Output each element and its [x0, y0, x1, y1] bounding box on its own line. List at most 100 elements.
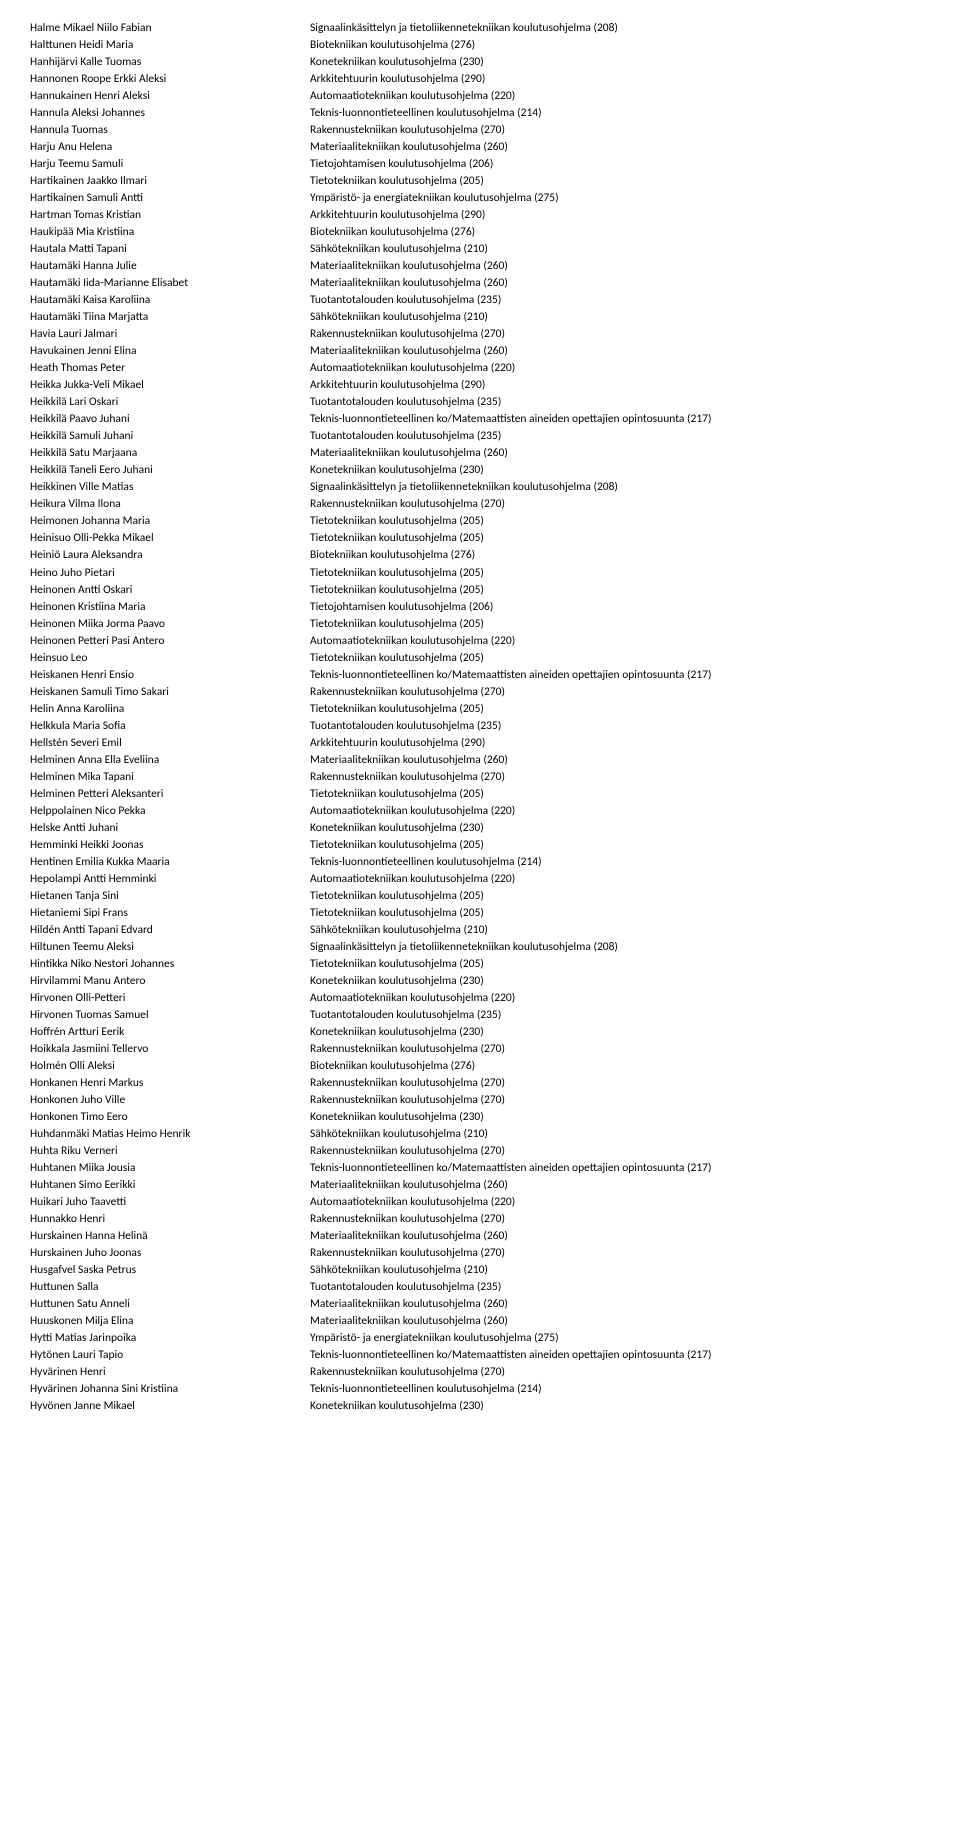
list-row: Hyvönen Janne MikaelKonetekniikan koulut…: [30, 1398, 930, 1415]
student-name: Holmén Olli Aleksi: [30, 1058, 310, 1075]
programme-name: Materiaalitekniikan koulutusohjelma (260…: [310, 258, 930, 275]
student-name: Harju Anu Helena: [30, 139, 310, 156]
programme-name: Tuotantotalouden koulutusohjelma (235): [310, 394, 930, 411]
list-row: Hannukainen Henri AleksiAutomaatioteknii…: [30, 88, 930, 105]
programme-name: Materiaalitekniikan koulutusohjelma (260…: [310, 275, 930, 292]
programme-name: Konetekniikan koulutusohjelma (230): [310, 462, 930, 479]
programme-name: Tietotekniikan koulutusohjelma (205): [310, 956, 930, 973]
student-name: Hannula Tuomas: [30, 122, 310, 139]
list-row: Heikkilä Samuli JuhaniTuotantotalouden k…: [30, 428, 930, 445]
list-row: Helske Antti JuhaniKonetekniikan koulutu…: [30, 820, 930, 837]
programme-name: Materiaalitekniikan koulutusohjelma (260…: [310, 1296, 930, 1313]
list-row: Holmén Olli AleksiBiotekniikan koulutuso…: [30, 1058, 930, 1075]
list-row: Hartman Tomas KristianArkkitehtuurin kou…: [30, 207, 930, 224]
student-name: Halme Mikael Niilo Fabian: [30, 20, 310, 37]
student-name: Hirvilammi Manu Antero: [30, 973, 310, 990]
student-name: Hepolampi Antti Hemminki: [30, 871, 310, 888]
programme-name: Rakennustekniikan koulutusohjelma (270): [310, 1211, 930, 1228]
list-row: Huuskonen Milja ElinaMateriaalitekniikan…: [30, 1313, 930, 1330]
programme-name: Sähkötekniikan koulutusohjelma (210): [310, 1262, 930, 1279]
list-row: Hautamäki Iida-Marianne ElisabetMateriaa…: [30, 275, 930, 292]
programme-name: Arkkitehtuurin koulutusohjelma (290): [310, 71, 930, 88]
student-name: Hunnakko Henri: [30, 1211, 310, 1228]
list-row: Huikari Juho TaavettiAutomaatiotekniikan…: [30, 1194, 930, 1211]
programme-name: Konetekniikan koulutusohjelma (230): [310, 973, 930, 990]
student-name: Huuskonen Milja Elina: [30, 1313, 310, 1330]
student-name: Heikkilä Taneli Eero Juhani: [30, 462, 310, 479]
programme-name: Tietotekniikan koulutusohjelma (205): [310, 565, 930, 582]
list-row: Hirvilammi Manu AnteroKonetekniikan koul…: [30, 973, 930, 990]
list-row: Heimonen Johanna MariaTietotekniikan kou…: [30, 513, 930, 530]
student-name: Helminen Anna Ella Eveliina: [30, 752, 310, 769]
list-row: Hannula TuomasRakennustekniikan koulutus…: [30, 122, 930, 139]
student-name: Halttunen Heidi Maria: [30, 37, 310, 54]
student-name: Hartman Tomas Kristian: [30, 207, 310, 224]
student-name: Huttunen Salla: [30, 1279, 310, 1296]
student-name: Honkonen Timo Eero: [30, 1109, 310, 1126]
list-row: Heikkilä Taneli Eero JuhaniKonetekniikan…: [30, 462, 930, 479]
list-row: Heikkilä Paavo JuhaniTeknis-luonnontiete…: [30, 411, 930, 428]
list-row: Harju Teemu SamuliTietojohtamisen koulut…: [30, 156, 930, 173]
student-name: Havia Lauri Jalmari: [30, 326, 310, 343]
programme-name: Automaatiotekniikan koulutusohjelma (220…: [310, 360, 930, 377]
list-row: Hautala Matti TapaniSähkötekniikan koulu…: [30, 241, 930, 258]
student-name: Heinonen Antti Oskari: [30, 582, 310, 599]
programme-name: Tietotekniikan koulutusohjelma (205): [310, 530, 930, 547]
list-row: Halme Mikael Niilo FabianSignaalinkäsitt…: [30, 20, 930, 37]
list-row: Hannula Aleksi JohannesTeknis-luonnontie…: [30, 105, 930, 122]
student-name: Heikura Vilma Ilona: [30, 496, 310, 513]
programme-name: Tietojohtamisen koulutusohjelma (206): [310, 599, 930, 616]
programme-name: Konetekniikan koulutusohjelma (230): [310, 820, 930, 837]
programme-name: Materiaalitekniikan koulutusohjelma (260…: [310, 343, 930, 360]
list-row: Heinonen Kristiina MariaTietojohtamisen …: [30, 599, 930, 616]
list-row: Helppolainen Nico PekkaAutomaatiotekniik…: [30, 803, 930, 820]
programme-name: Teknis-luonnontieteellinen ko/Matemaatti…: [310, 1347, 930, 1364]
programme-name: Arkkitehtuurin koulutusohjelma (290): [310, 377, 930, 394]
student-name: Honkonen Juho Ville: [30, 1092, 310, 1109]
student-name: Heiskanen Samuli Timo Sakari: [30, 684, 310, 701]
programme-name: Teknis-luonnontieteellinen ko/Matemaatti…: [310, 1160, 930, 1177]
student-name: Helin Anna Karoliina: [30, 701, 310, 718]
programme-name: Tietotekniikan koulutusohjelma (205): [310, 173, 930, 190]
student-name: Hildén Antti Tapani Edvard: [30, 922, 310, 939]
student-name: Hirvonen Olli-Petteri: [30, 990, 310, 1007]
programme-name: Rakennustekniikan koulutusohjelma (270): [310, 1364, 930, 1381]
programme-name: Materiaalitekniikan koulutusohjelma (260…: [310, 445, 930, 462]
programme-name: Materiaalitekniikan koulutusohjelma (260…: [310, 139, 930, 156]
list-row: Honkanen Henri MarkusRakennustekniikan k…: [30, 1075, 930, 1092]
programme-name: Teknis-luonnontieteellinen koulutusohjel…: [310, 105, 930, 122]
list-row: Hartikainen Samuli AnttiYmpäristö- ja en…: [30, 190, 930, 207]
student-name: Hautamäki Hanna Julie: [30, 258, 310, 275]
student-name: Helske Antti Juhani: [30, 820, 310, 837]
programme-name: Rakennustekniikan koulutusohjelma (270): [310, 684, 930, 701]
programme-name: Tietotekniikan koulutusohjelma (205): [310, 701, 930, 718]
programme-name: Teknis-luonnontieteellinen ko/Matemaatti…: [310, 411, 930, 428]
list-row: Hirvonen Tuomas SamuelTuotantotalouden k…: [30, 1007, 930, 1024]
programme-name: Rakennustekniikan koulutusohjelma (270): [310, 1092, 930, 1109]
student-name: Honkanen Henri Markus: [30, 1075, 310, 1092]
student-name: Hiltunen Teemu Aleksi: [30, 939, 310, 956]
programme-name: Tietotekniikan koulutusohjelma (205): [310, 905, 930, 922]
student-name: Haukipää Mia Kristiina: [30, 224, 310, 241]
programme-name: Tietotekniikan koulutusohjelma (205): [310, 650, 930, 667]
student-name: Hyvärinen Johanna Sini Kristiina: [30, 1381, 310, 1398]
student-name: Hautamäki Iida-Marianne Elisabet: [30, 275, 310, 292]
list-row: Honkonen Timo EeroKonetekniikan koulutus…: [30, 1109, 930, 1126]
list-row: Heikka Jukka-Veli MikaelArkkitehtuurin k…: [30, 377, 930, 394]
list-row: Havia Lauri JalmariRakennustekniikan kou…: [30, 326, 930, 343]
list-row: Helminen Petteri AleksanteriTietotekniik…: [30, 786, 930, 803]
list-row: Hentinen Emilia Kukka MaariaTeknis-luonn…: [30, 854, 930, 871]
student-name: Hartikainen Samuli Antti: [30, 190, 310, 207]
programme-name: Ympäristö- ja energiatekniikan koulutuso…: [310, 1330, 930, 1347]
list-row: Hietanen Tanja SiniTietotekniikan koulut…: [30, 888, 930, 905]
list-row: Helin Anna KaroliinaTietotekniikan koulu…: [30, 701, 930, 718]
list-row: Heikkinen Ville MatiasSignaalinkäsittely…: [30, 479, 930, 496]
list-row: Heino Juho PietariTietotekniikan koulutu…: [30, 565, 930, 582]
student-name: Hannonen Roope Erkki Aleksi: [30, 71, 310, 88]
student-name: Heikkilä Samuli Juhani: [30, 428, 310, 445]
student-name: Heikkilä Paavo Juhani: [30, 411, 310, 428]
programme-name: Tietotekniikan koulutusohjelma (205): [310, 616, 930, 633]
student-name: Havukainen Jenni Elina: [30, 343, 310, 360]
programme-name: Biotekniikan koulutusohjelma (276): [310, 224, 930, 241]
list-row: Hoikkala Jasmiini TellervoRakennusteknii…: [30, 1041, 930, 1058]
